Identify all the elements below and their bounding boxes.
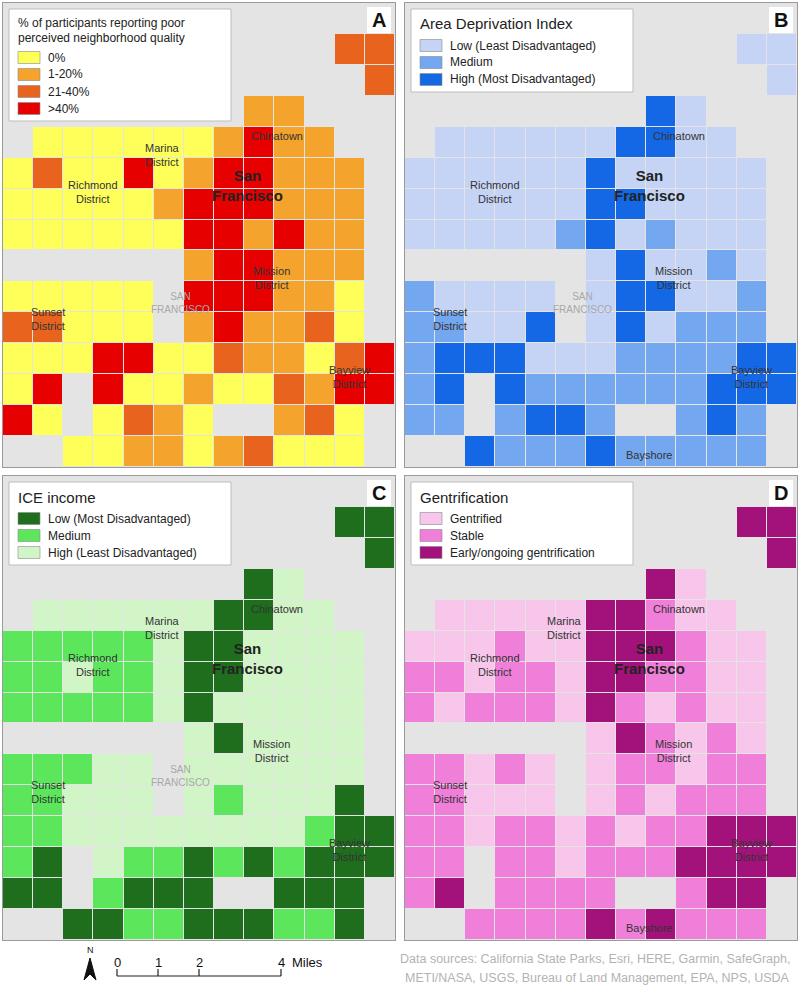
svg-text:MissionDistrict: MissionDistrict: [655, 265, 692, 291]
svg-text:SanFrancisco: SanFrancisco: [212, 640, 283, 677]
svg-text:B: B: [774, 9, 788, 31]
svg-text:MissionDistrict: MissionDistrict: [253, 738, 290, 764]
svg-text:METI/NASA, USGS, Bureau of Lan: METI/NASA, USGS, Bureau of Land Manageme…: [405, 971, 790, 985]
svg-text:>40%: >40%: [48, 102, 79, 116]
svg-text:SanFrancisco: SanFrancisco: [212, 167, 283, 204]
svg-text:0%: 0%: [48, 51, 66, 65]
svg-text:RichmondDistrict: RichmondDistrict: [470, 179, 520, 205]
svg-text:1-20%: 1-20%: [48, 67, 83, 81]
svg-text:MissionDistrict: MissionDistrict: [655, 738, 692, 764]
svg-text:Bayshore: Bayshore: [626, 449, 672, 461]
svg-text:Stable: Stable: [450, 529, 484, 543]
svg-text:Early/ongoing gentrification: Early/ongoing gentrification: [450, 546, 595, 560]
svg-text:Medium: Medium: [450, 55, 493, 69]
svg-text:Gentrified: Gentrified: [450, 512, 502, 526]
svg-text:Gentrification: Gentrification: [420, 489, 508, 506]
svg-text:Low (Least Disadvantaged): Low (Least Disadvantaged): [450, 39, 596, 53]
svg-text:SunsetDistrict: SunsetDistrict: [433, 306, 467, 332]
svg-text:SanFrancisco: SanFrancisco: [614, 167, 685, 204]
svg-text:Chinatown: Chinatown: [653, 603, 705, 615]
svg-text:MissionDistrict: MissionDistrict: [253, 265, 290, 291]
svg-text:Low (Most Disadvantaged): Low (Most Disadvantaged): [48, 512, 191, 526]
svg-text:SunsetDistrict: SunsetDistrict: [31, 779, 65, 805]
svg-text:0: 0: [114, 955, 121, 970]
svg-text:BayviewDistrict: BayviewDistrict: [329, 837, 370, 863]
svg-text:SANFRANCISCO: SANFRANCISCO: [553, 291, 612, 315]
svg-text:High (Least Disadvantaged): High (Least Disadvantaged): [48, 546, 197, 560]
svg-text:Data sources: California State: Data sources: California State Parks, Es…: [400, 952, 790, 966]
svg-text:MarinaDistrict: MarinaDistrict: [145, 142, 180, 168]
svg-text:Area Deprivation Index: Area Deprivation Index: [420, 15, 573, 32]
svg-text:% of participants reporting po: % of participants reporting poor: [18, 16, 185, 30]
svg-text:BayviewDistrict: BayviewDistrict: [329, 364, 370, 390]
svg-text:21-40%: 21-40%: [48, 85, 90, 99]
svg-text:MarinaDistrict: MarinaDistrict: [145, 615, 180, 641]
svg-text:High (Most Disadvantaged): High (Most Disadvantaged): [450, 72, 595, 86]
svg-text:SANFRANCISCO: SANFRANCISCO: [151, 764, 210, 788]
svg-text:SunsetDistrict: SunsetDistrict: [31, 306, 65, 332]
svg-text:1: 1: [155, 955, 162, 970]
svg-text:SunsetDistrict: SunsetDistrict: [433, 779, 467, 805]
svg-text:2: 2: [196, 955, 203, 970]
svg-text:RichmondDistrict: RichmondDistrict: [470, 652, 520, 678]
svg-text:ICE income: ICE income: [18, 489, 96, 506]
svg-text:BayviewDistrict: BayviewDistrict: [731, 837, 772, 863]
svg-text:Medium: Medium: [48, 529, 91, 543]
svg-text:RichmondDistrict: RichmondDistrict: [68, 652, 118, 678]
svg-text:C: C: [372, 482, 386, 504]
svg-text:D: D: [774, 482, 788, 504]
svg-text:SanFrancisco: SanFrancisco: [614, 640, 685, 677]
svg-text:BayviewDistrict: BayviewDistrict: [731, 364, 772, 390]
svg-text:Chinatown: Chinatown: [251, 130, 303, 142]
svg-text:N: N: [87, 945, 94, 955]
svg-text:4: 4: [278, 955, 285, 970]
svg-text:A: A: [372, 9, 386, 31]
svg-text:perceived neighborhood quality: perceived neighborhood quality: [18, 31, 185, 45]
svg-text:Chinatown: Chinatown: [653, 130, 705, 142]
svg-text:Bayshore: Bayshore: [626, 922, 672, 934]
svg-text:SANFRANCISCO: SANFRANCISCO: [151, 291, 210, 315]
svg-text:RichmondDistrict: RichmondDistrict: [68, 179, 118, 205]
svg-text:Chinatown: Chinatown: [251, 603, 303, 615]
svg-text:MarinaDistrict: MarinaDistrict: [547, 615, 582, 641]
svg-text:Miles: Miles: [292, 955, 323, 970]
